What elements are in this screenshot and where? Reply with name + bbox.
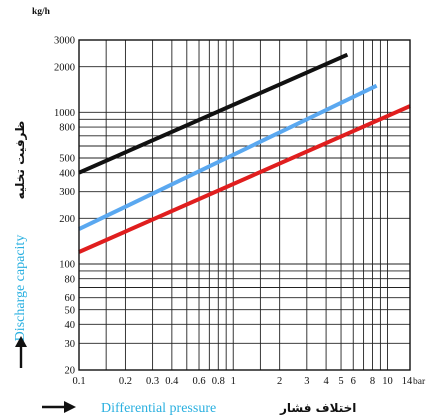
x-tick-label: 5 (338, 376, 343, 387)
x-tick-label: 0.3 (146, 376, 159, 387)
y-tick-label: 400 (59, 168, 75, 179)
x-tick-label: 6 (351, 376, 356, 387)
y-tick-label: 60 (65, 293, 76, 304)
plot-frame (78, 39, 411, 371)
y-tick-label: 2000 (54, 62, 75, 73)
y-tick-label: 800 (59, 123, 75, 134)
x-axis-label-english: Differential pressure (101, 401, 216, 416)
y-tick-label: 3000 (54, 36, 75, 47)
series-line-2 (78, 83, 378, 231)
x-tick-label: 0.1 (72, 376, 85, 387)
series-lines (78, 52, 411, 254)
x-axis-label-persian: اختلاف فشار (279, 401, 356, 415)
y-unit-label: kg/h (32, 7, 51, 17)
series-line-1 (78, 52, 349, 175)
series-line-3 (78, 104, 411, 254)
x-tick-labels: 0.1 0.2 0.3 0.4 0.6 0.8 1 2 3 4 5 6 8 10 14 (72, 376, 413, 387)
x-tick-label: 2 (277, 376, 282, 387)
x-tick-label: 0.6 (192, 376, 205, 387)
x-tick-label: 0.2 (119, 376, 132, 387)
up-arrow-icon (15, 336, 27, 368)
x-tick-label: 8 (370, 376, 375, 387)
x-tick-label: 0.4 (165, 376, 179, 387)
x-tick-label: 0.8 (212, 376, 225, 387)
x-unit-label: bar (413, 377, 426, 387)
y-tick-label: 100 (59, 260, 75, 271)
x-tick-label: 3 (304, 376, 309, 387)
y-tick-label: 200 (59, 214, 75, 225)
y-tick-label: 1000 (54, 108, 75, 119)
x-tick-label: 1 (231, 376, 236, 387)
y-tick-label: 40 (65, 320, 76, 331)
y-tick-label: 30 (65, 339, 76, 350)
y-tick-label: 80 (65, 274, 76, 285)
x-tick-label: 4 (323, 376, 329, 387)
y-tick-label: 500 (59, 154, 75, 165)
x-tick-label: 10 (382, 376, 393, 387)
y-axis-label-persian: ظرفیت تخلیه (13, 121, 27, 200)
y-tick-label: 300 (59, 187, 75, 198)
y-tick-label: 50 (65, 305, 76, 316)
x-tick-label: 14 (402, 376, 413, 387)
y-tick-label: 20 (65, 366, 76, 377)
y-axis-label-english: Discharge capacity (13, 235, 28, 342)
right-arrow-icon (42, 401, 76, 413)
